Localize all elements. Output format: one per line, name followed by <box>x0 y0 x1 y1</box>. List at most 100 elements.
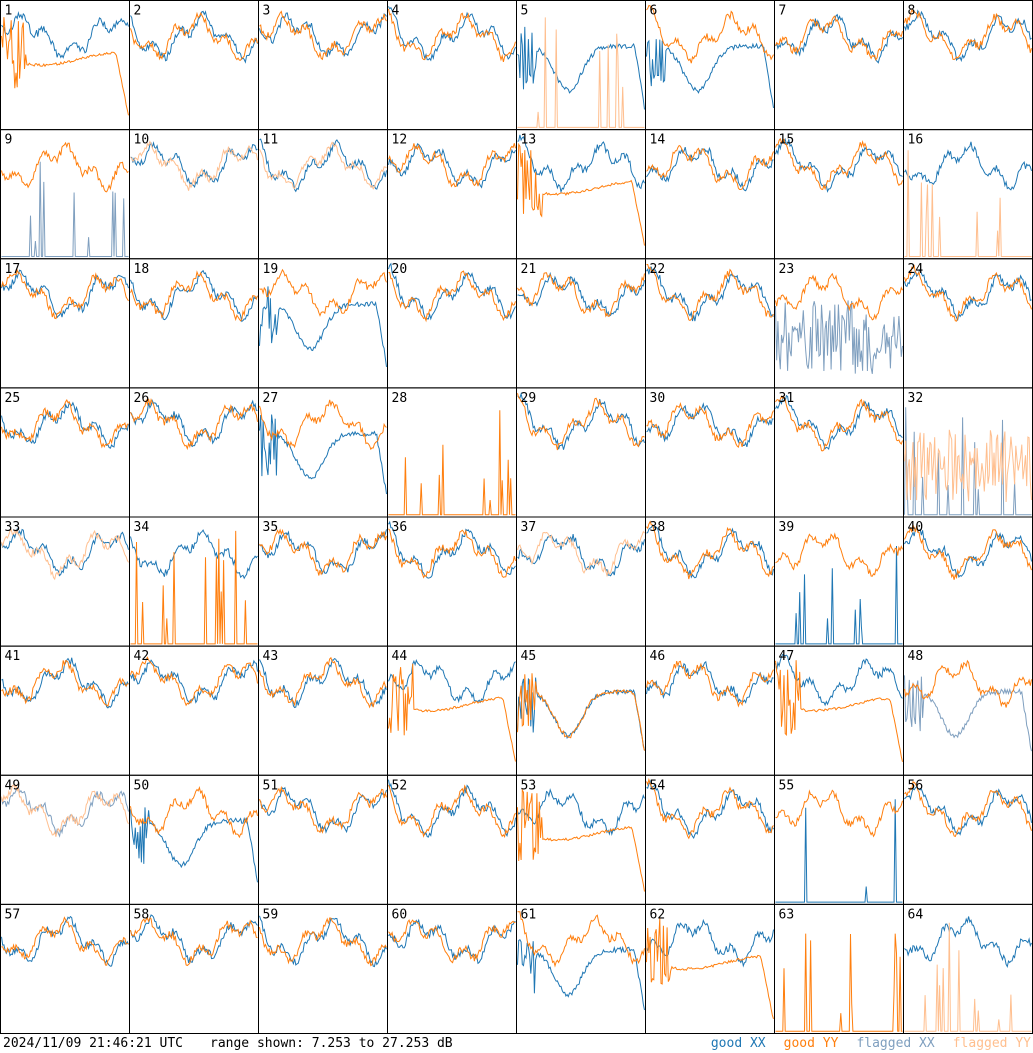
series-good-xx <box>646 779 774 839</box>
series-flagged-yy <box>130 140 258 191</box>
panel-frame <box>645 645 775 776</box>
series-good-xx <box>259 414 387 495</box>
series-flagged-xx <box>904 407 1032 516</box>
panel-frame <box>129 258 259 389</box>
panel-label: 8 <box>908 4 916 19</box>
series-good-yy <box>646 144 774 190</box>
series-good-yy <box>646 660 774 708</box>
legend: good XX good YY flagged XX flagged YY <box>711 1034 1031 1053</box>
panel-49: 49 <box>0 774 130 905</box>
series-good-yy <box>646 4 774 64</box>
panel-label: 39 <box>779 520 795 535</box>
panel-label: 59 <box>263 907 279 922</box>
panel-frame <box>774 903 904 1034</box>
series-good-yy <box>388 410 516 516</box>
panel-label: 13 <box>521 133 537 148</box>
series-good-xx <box>775 653 903 707</box>
panel-7: 7 <box>774 0 904 131</box>
panel-28: 28 <box>387 387 517 518</box>
panel-35: 35 <box>258 516 388 647</box>
series-good-xx <box>646 524 774 579</box>
panel-frame <box>258 129 388 260</box>
panel-43: 43 <box>258 645 388 776</box>
series-good-yy <box>388 919 516 964</box>
panel-label: 36 <box>392 520 408 535</box>
series-good-xx <box>130 807 258 883</box>
series-good-yy <box>904 523 1032 580</box>
panel-41: 41 <box>0 645 130 776</box>
series-good-yy <box>388 528 516 579</box>
panel-48: 48 <box>903 645 1033 776</box>
panel-53: 53 <box>516 774 646 905</box>
panel-label: 3 <box>263 4 271 19</box>
panel-label: 25 <box>5 391 21 406</box>
panel-22: 22 <box>645 258 775 389</box>
panel-frame <box>903 258 1033 389</box>
series-good-yy <box>259 268 387 317</box>
panel-label: 5 <box>521 4 529 19</box>
panel-frame <box>129 516 259 647</box>
panel-label: 42 <box>134 649 150 664</box>
panel-label: 55 <box>779 778 795 793</box>
series-good-xx <box>517 134 645 194</box>
panel-15: 15 <box>774 129 904 260</box>
series-good-yy <box>130 11 258 61</box>
panel-label: 23 <box>779 262 795 277</box>
panel-frame <box>0 258 130 389</box>
panel-frame <box>0 0 130 131</box>
series-good-xx <box>259 657 387 709</box>
panel-frame <box>387 0 517 131</box>
series-flagged-yy <box>259 141 387 190</box>
panel-44: 44 <box>387 645 517 776</box>
panel-64: 64 <box>903 903 1033 1034</box>
panel-56: 56 <box>903 774 1033 905</box>
series-good-xx <box>517 26 645 110</box>
series-good-xx <box>388 143 516 189</box>
panel-label: 10 <box>134 133 150 148</box>
panel-30: 30 <box>645 387 775 518</box>
series-good-xx <box>130 399 258 448</box>
panel-3: 3 <box>258 0 388 131</box>
series-good-yy <box>388 270 516 323</box>
series-flagged-xx <box>1 161 129 257</box>
panel-frame <box>774 774 904 905</box>
panel-frame <box>387 129 517 260</box>
series-good-xx <box>904 141 1032 191</box>
panel-label: 7 <box>779 4 787 19</box>
series-good-yy <box>775 933 903 1032</box>
panel-label: 62 <box>650 907 666 922</box>
panel-label: 35 <box>263 520 279 535</box>
series-good-yy <box>259 656 387 709</box>
series-good-yy <box>517 393 645 451</box>
series-good-yy <box>517 911 645 968</box>
panel-frame <box>129 387 259 518</box>
panel-47: 47 <box>774 645 904 776</box>
panel-59: 59 <box>258 903 388 1034</box>
legend-good-xx: good XX <box>710 1036 766 1051</box>
panel-24: 24 <box>903 258 1033 389</box>
panel-frame <box>645 774 775 905</box>
panel-label: 63 <box>779 907 795 922</box>
panel-18: 18 <box>129 258 259 389</box>
panel-label: 49 <box>5 778 21 793</box>
panel-33: 33 <box>0 516 130 647</box>
series-good-yy <box>517 142 645 246</box>
panel-9: 9 <box>0 129 130 260</box>
panel-frame <box>258 645 388 776</box>
series-good-yy <box>388 663 516 762</box>
panel-label: 20 <box>392 262 408 277</box>
series-good-xx <box>259 915 387 968</box>
panel-label: 57 <box>5 907 21 922</box>
series-good-xx <box>259 529 387 575</box>
panel-frame <box>258 774 388 905</box>
panel-label: 1 <box>5 4 13 19</box>
panel-12: 12 <box>387 129 517 260</box>
series-good-yy <box>904 659 1032 708</box>
panel-frame <box>903 0 1033 131</box>
series-good-yy <box>904 264 1032 322</box>
panel-14: 14 <box>645 129 775 260</box>
footer: 2024/11/09 21:46:21 UTC range shown: 7.2… <box>0 1034 1033 1053</box>
panel-label: 47 <box>779 649 795 664</box>
series-good-yy <box>1 660 129 708</box>
series-good-yy <box>517 788 645 892</box>
